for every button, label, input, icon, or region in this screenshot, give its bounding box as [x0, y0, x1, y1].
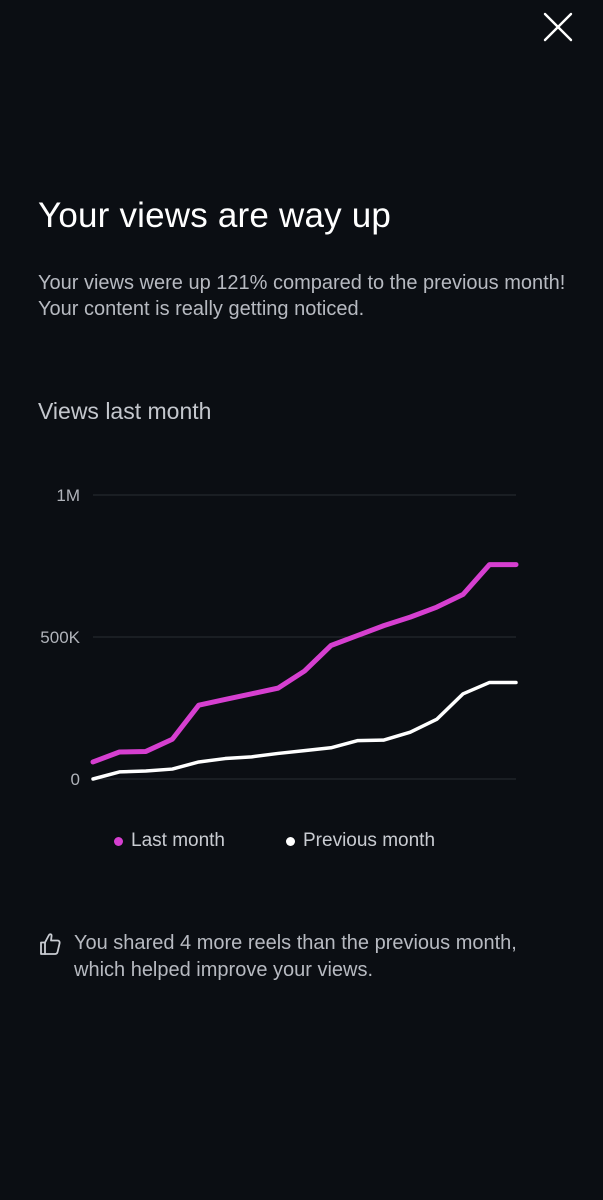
- views-chart-svg: 1M 500K 0: [40, 486, 519, 789]
- legend-item-last-month: Last month: [114, 830, 225, 852]
- chart-series: [90, 562, 519, 781]
- page-title: Your views are way up: [38, 196, 392, 235]
- y-tick-label-2: 0: [71, 770, 80, 789]
- legend-dot-previous-month: [286, 836, 295, 846]
- chart-y-ticks: 1M 500K 0: [40, 486, 80, 789]
- legend-label-previous-month: Previous month: [303, 830, 436, 851]
- close-button[interactable]: [536, 8, 580, 48]
- series-line-last-month: [90, 562, 519, 765]
- close-icon[interactable]: [536, 8, 580, 48]
- page-subtitle: Your views were up 121% compared to the …: [38, 272, 566, 320]
- chart-section-title: Views last month: [38, 398, 212, 424]
- y-tick-label-0: 1M: [56, 486, 80, 505]
- insight-text: You shared 4 more reels than the previou…: [74, 932, 517, 981]
- chart-grid: [93, 494, 516, 780]
- legend-dot-last-month: [114, 836, 123, 846]
- y-tick-label-1: 500K: [40, 628, 80, 647]
- legend-label-last-month: Last month: [131, 830, 225, 851]
- chart-legend: Last month Previous month: [0, 830, 603, 856]
- legend-item-previous-month: Previous month: [286, 830, 435, 852]
- insight-note: You shared 4 more reels than the previou…: [38, 930, 568, 984]
- series-line-previous-month: [91, 680, 518, 781]
- thumbs-up-icon: [40, 933, 61, 955]
- views-chart: 1M 500K 0: [0, 470, 603, 800]
